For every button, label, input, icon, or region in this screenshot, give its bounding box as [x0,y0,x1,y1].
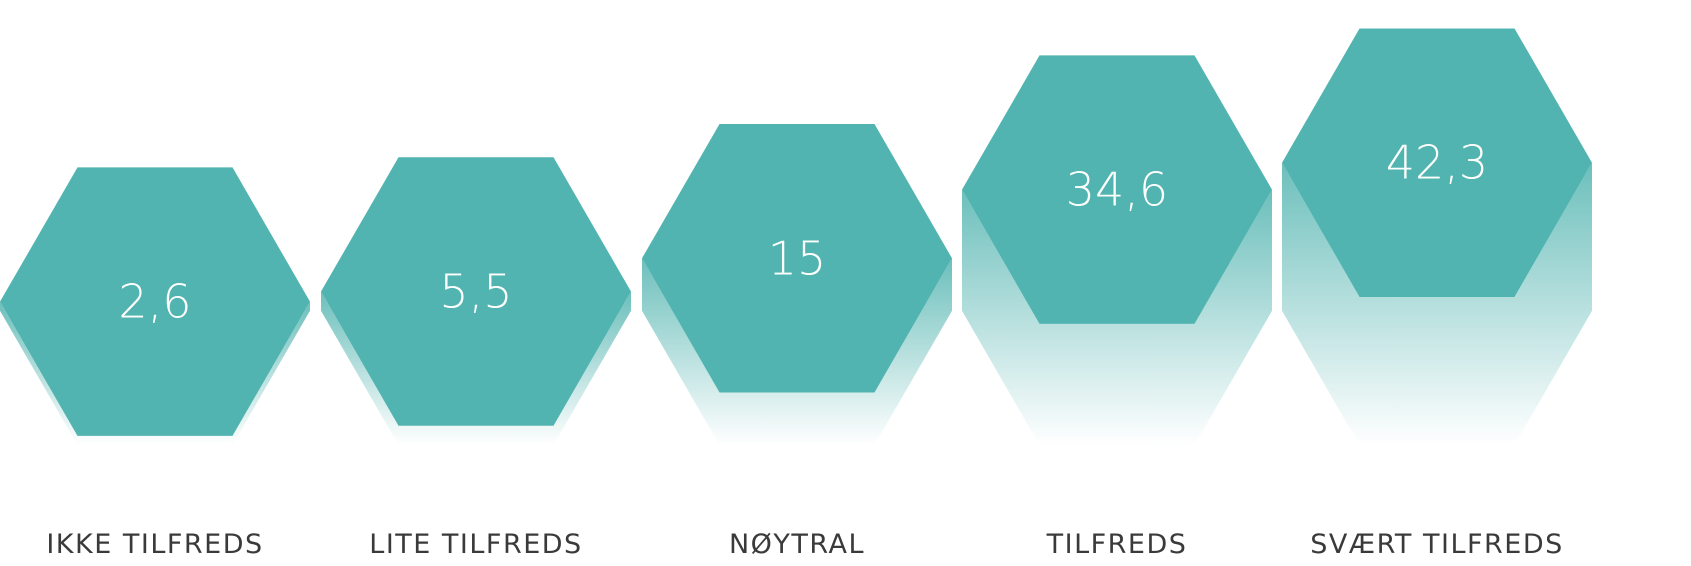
value-labels: 2,6 5,5 15 34,6 42,3 [118,136,1488,329]
value-label-tilfreds: 34,6 [1066,163,1168,217]
category-label-lite-tilfreds: LITE TILFREDS [369,529,582,560]
shadow-tilfreds [962,189,1272,445]
value-label-ikke-tilfreds: 2,6 [118,275,191,329]
category-labels: IKKE TILFREDS LITE TILFREDS NØYTRAL TILFRED… [46,529,1564,560]
shadow-nøytral [642,258,952,445]
category-label-nøytral: NØYTRAL [729,529,865,560]
hexagon-svært-tilfreds [1282,28,1592,297]
shadow-svært-tilfreds [1282,162,1592,445]
hexagon-tilfreds [962,55,1272,324]
category-label-svært-tilfreds: SVÆRT TILFREDS [1310,529,1564,560]
value-label-lite-tilfreds: 5,5 [439,265,512,319]
hexagon-nøytral [642,124,952,393]
hexagon-lite-tilfreds [321,157,631,426]
category-label-ikke-tilfreds: IKKE TILFREDS [46,529,263,560]
value-label-nøytral: 15 [768,231,827,285]
value-label-svært-tilfreds: 42,3 [1386,136,1488,190]
hexagon-shadows [0,162,1592,445]
hexagon-markers [0,28,1592,436]
category-label-tilfreds: TILFREDS [1046,529,1188,560]
hexagon-ikke-tilfreds [0,167,310,436]
